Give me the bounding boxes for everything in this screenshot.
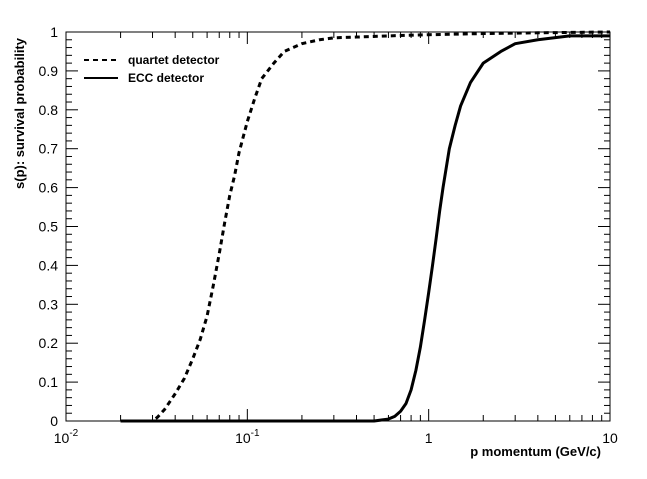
y-tick-label: 0.2 xyxy=(39,335,59,351)
y-tick-label: 1 xyxy=(50,24,58,40)
y-tick-label: 0.1 xyxy=(39,374,59,390)
series-ecc-line xyxy=(120,34,610,423)
y-axis: 0 0.1 0.2 0.3 0.4 0.5 0.6 0.7 0.8 0.9 1 xyxy=(39,24,610,429)
legend-label: quartet detector xyxy=(128,53,220,67)
y-tick-label: 0.6 xyxy=(39,180,59,196)
x-axis-title: p momentum (GeV/c) xyxy=(470,444,601,459)
y-tick-label: 0.5 xyxy=(39,219,59,235)
x-tick-label: 10 xyxy=(602,430,618,446)
x-tick-label: 10-2 xyxy=(54,428,79,446)
legend: quartet detector ECC detector xyxy=(84,53,220,85)
y-tick-label: 0.4 xyxy=(39,257,59,273)
series-layer xyxy=(120,30,611,423)
y-tick-label: 0.8 xyxy=(39,102,59,118)
y-axis-title: s(p): survival probability xyxy=(12,37,27,189)
plot-frame xyxy=(65,31,611,422)
x-axis: 10-2 10-1 1 10 xyxy=(54,32,618,446)
y-tick-label: 0.3 xyxy=(39,296,59,312)
x-tick-label: 1 xyxy=(425,430,433,446)
x-tick-label: 10-1 xyxy=(235,428,260,446)
y-tick-label: 0.7 xyxy=(39,141,59,157)
series-quartet-line xyxy=(120,30,611,423)
y-tick-label: 0 xyxy=(50,413,58,429)
legend-label: ECC detector xyxy=(128,71,204,85)
y-tick-label: 0.9 xyxy=(39,63,59,79)
plot-frame-group xyxy=(65,31,611,422)
